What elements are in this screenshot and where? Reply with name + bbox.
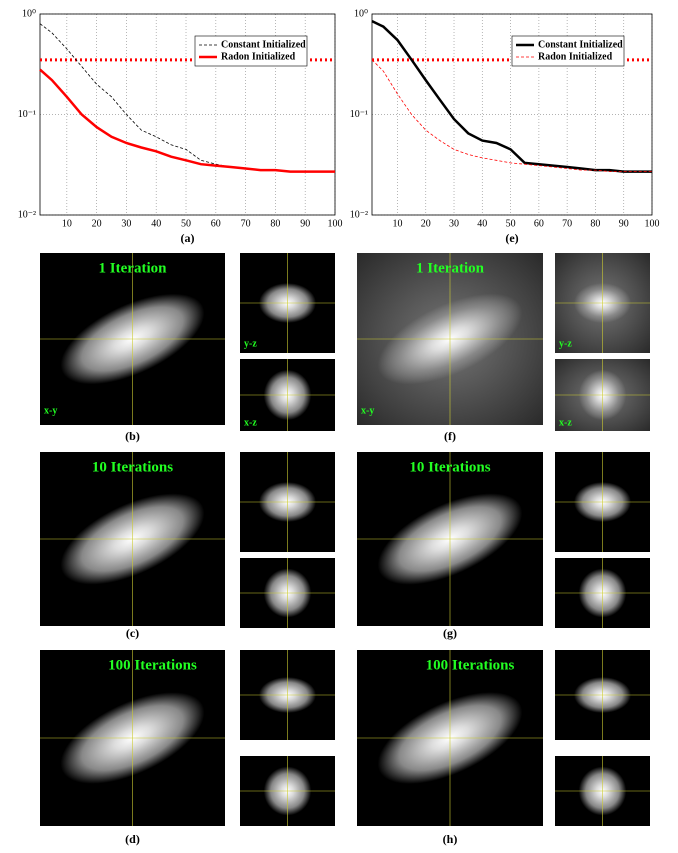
panel-caption: (d) [125, 832, 140, 846]
panel-caption: (f) [444, 429, 456, 443]
panel-caption: (b) [125, 429, 140, 443]
legend-label: Constant Initialized [221, 39, 306, 50]
x-tick-label: 40 [151, 218, 161, 229]
y-tick-label: 10⁰ [22, 8, 36, 19]
panel-title: 1 Iteration [99, 260, 168, 276]
y-tick-label: 10⁻² [350, 209, 368, 220]
legend-box [511, 35, 625, 67]
x-tick-label: 40 [477, 218, 487, 229]
panel-caption: (h) [443, 832, 458, 846]
view-label: x-z [244, 417, 257, 428]
legend-label: Radon Initialized [538, 51, 613, 62]
x-tick-label: 70 [562, 218, 572, 229]
legend-label: Constant Initialized [538, 39, 623, 50]
legend-box [194, 35, 308, 67]
x-tick-label: 10 [392, 218, 402, 229]
x-tick-label: 100 [328, 218, 343, 229]
chart-caption: (e) [505, 231, 518, 245]
x-tick-label: 20 [92, 218, 102, 229]
panel-title: 10 Iterations [409, 459, 490, 475]
y-tick-label: 10⁻² [18, 209, 36, 220]
y-tick-label: 10⁻¹ [350, 109, 368, 120]
series-line [39, 68, 335, 173]
panel-title: 100 Iterations [108, 657, 197, 673]
plot-frame [39, 13, 336, 216]
x-tick-label: 90 [619, 218, 629, 229]
view-label: y-z [559, 338, 572, 349]
view-label: x-y [361, 405, 374, 416]
x-tick-label: 60 [534, 218, 544, 229]
panel-caption: (c) [126, 626, 139, 640]
view-label: y-z [244, 338, 257, 349]
series-line [371, 59, 652, 172]
panel-title: 10 Iterations [92, 459, 173, 475]
x-tick-label: 60 [211, 218, 221, 229]
x-tick-label: 70 [241, 218, 251, 229]
x-tick-label: 50 [181, 218, 191, 229]
panel-title: 100 Iterations [426, 657, 515, 673]
panel-title: 1 Iteration [416, 260, 485, 276]
x-tick-label: 50 [506, 218, 516, 229]
x-tick-label: 20 [421, 218, 431, 229]
x-tick-label: 30 [121, 218, 131, 229]
y-tick-label: 10⁰ [354, 8, 368, 19]
x-tick-label: 80 [590, 218, 600, 229]
x-tick-label: 10 [62, 218, 72, 229]
x-tick-label: 90 [300, 218, 310, 229]
x-tick-label: 100 [645, 218, 660, 229]
x-tick-label: 80 [270, 218, 280, 229]
legend-label: Radon Initialized [221, 51, 296, 62]
y-tick-label: 10⁻¹ [18, 109, 36, 120]
view-label: x-y [44, 405, 57, 416]
series-line [371, 19, 652, 173]
chart-caption: (a) [181, 231, 195, 245]
x-tick-label: 30 [449, 218, 459, 229]
view-label: x-z [559, 417, 572, 428]
panel-caption: (g) [443, 626, 457, 640]
plot-frame [371, 13, 653, 216]
